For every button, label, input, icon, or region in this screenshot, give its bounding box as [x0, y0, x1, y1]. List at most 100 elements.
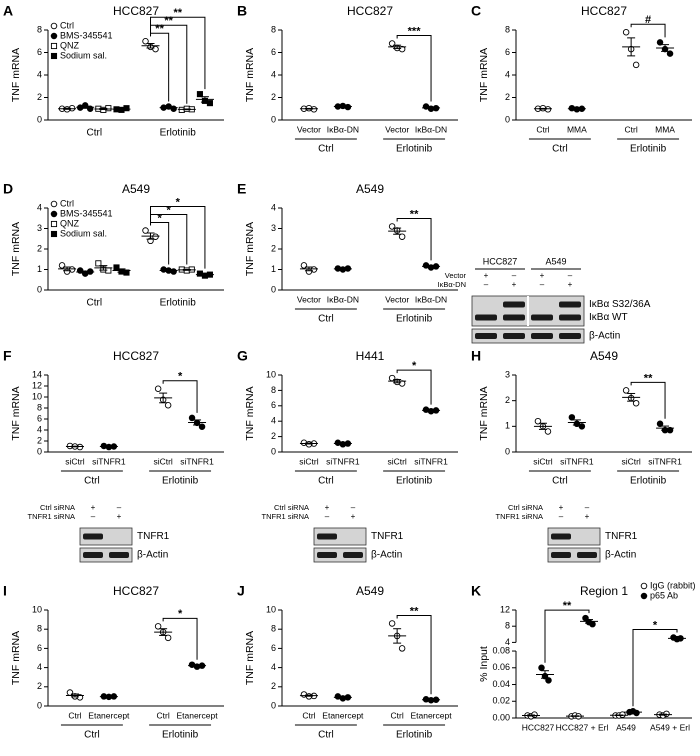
- y-tick-label: 0: [37, 114, 42, 124]
- blot-header: HCC827: [483, 256, 518, 266]
- data-point: [66, 689, 74, 696]
- blot-condition-mark: –: [568, 271, 573, 280]
- x-tick-label: Vector: [297, 294, 321, 304]
- significance-bracket: [150, 206, 206, 269]
- significance-label: ***: [408, 25, 422, 37]
- blot-condition-mark: –: [540, 280, 545, 289]
- legend-label: QNZ: [60, 218, 80, 228]
- blot-condition-mark: +: [351, 512, 356, 521]
- panel-letter: B: [237, 3, 247, 19]
- group-label: Ctrl: [318, 476, 334, 487]
- blot-band: [475, 333, 497, 339]
- blot-box: [79, 527, 133, 546]
- legend-marker: [50, 52, 58, 60]
- x-tick-label: siTNFR1: [560, 456, 594, 466]
- blot-condition-label: TNFR1 siRNA: [495, 512, 543, 521]
- y-tick-label: 0: [271, 700, 276, 710]
- blot-band-label: IκBα WT: [589, 312, 628, 323]
- blot-box: [547, 527, 601, 546]
- panel-title: H441: [356, 349, 385, 363]
- y-axis-label: TNF mRNA: [478, 48, 490, 102]
- significance-label: *: [157, 212, 162, 224]
- data-point: [188, 414, 196, 422]
- legend-label: IgG (rabbit): [650, 580, 696, 590]
- data-point: [545, 677, 552, 684]
- group-label: Erlotinib: [630, 144, 667, 155]
- legend-label: Sodium sal.: [60, 228, 107, 238]
- data-point: [656, 420, 664, 428]
- group-label: Erlotinib: [630, 476, 667, 487]
- group-label: Erlotinib: [160, 128, 197, 139]
- blot-band: [559, 314, 581, 321]
- x-tick-label: siCtrl: [533, 456, 552, 466]
- x-tick-label: siTNFR1: [92, 456, 126, 466]
- y-tick-label: 4: [505, 69, 510, 79]
- y-tick-label: 6: [271, 643, 276, 653]
- group-label: Ctrl: [552, 476, 568, 487]
- data-point: [589, 620, 596, 628]
- data-point: [388, 620, 396, 627]
- y-axis-label: TNF mRNA: [10, 386, 22, 440]
- data-point: [544, 428, 552, 435]
- legend-label: BMS-345541: [60, 208, 113, 218]
- y-axis-label: TNF mRNA: [10, 222, 22, 276]
- panel-letter: H: [471, 348, 481, 364]
- blot-box: [547, 547, 601, 563]
- y-tick-label: 10: [266, 604, 276, 614]
- y-tick-label: 4: [271, 416, 276, 426]
- legend-marker: [50, 32, 58, 40]
- y-tick-label: 2: [271, 243, 276, 253]
- data-point: [632, 61, 640, 69]
- x-tick-label: siTNFR1: [326, 456, 360, 466]
- significance-label: *: [167, 204, 172, 216]
- significance-bracket: [150, 222, 170, 265]
- significance-bracket: [150, 16, 206, 90]
- y-tick-label: 0.08: [492, 645, 510, 655]
- y-tick-label: 0: [271, 114, 276, 124]
- y-tick-label: 4: [271, 202, 276, 212]
- blot-condition-mark: +: [559, 503, 564, 512]
- blot-condition-label: TNFR1 siRNA: [261, 512, 309, 521]
- blot-band: [531, 333, 553, 339]
- group-label: Ctrl: [86, 298, 102, 309]
- data-point: [95, 260, 102, 267]
- legend-label: BMS-345541: [60, 30, 113, 40]
- panel-title: HCC827: [347, 4, 393, 18]
- y-tick-label: 1: [505, 421, 510, 431]
- blot-band-label: TNFR1: [371, 531, 404, 542]
- blot-band-label: TNFR1: [605, 531, 638, 542]
- y-tick-label: 6: [271, 47, 276, 57]
- blot-band: [317, 533, 337, 540]
- y-axis-label: TNF mRNA: [10, 631, 22, 685]
- y-tick-label: 0: [271, 284, 276, 294]
- data-point: [568, 414, 576, 421]
- y-tick-label: 10: [266, 369, 276, 379]
- x-tick-label: Etanercept: [176, 710, 218, 720]
- panel-letter: E: [237, 181, 246, 197]
- x-tick-label: HCC827: [522, 722, 555, 732]
- panel-title: A549: [356, 584, 384, 598]
- group-label: Ctrl: [84, 476, 100, 487]
- data-point: [632, 399, 640, 407]
- y-tick-label: 0: [271, 446, 276, 456]
- legend-label: Sodium sal.: [60, 50, 107, 60]
- y-tick-label: 8: [271, 385, 276, 395]
- x-tick-label: siTNFR1: [414, 456, 448, 466]
- y-tick-label: 2: [37, 681, 42, 691]
- significance-bracket: [630, 23, 666, 38]
- panel-letter: G: [237, 348, 248, 364]
- x-tick-label: IκBα-DN: [415, 124, 447, 134]
- data-point: [534, 417, 542, 425]
- blot-condition-label: TNFR1 siRNA: [27, 512, 75, 521]
- panel-title: HCC827: [113, 4, 159, 18]
- data-point: [622, 387, 630, 394]
- y-tick-label: 0.00: [492, 712, 510, 722]
- significance-label: **: [410, 605, 419, 617]
- significance-label: *: [653, 619, 658, 631]
- y-tick-label: 0: [505, 114, 510, 124]
- significance-label: *: [178, 608, 183, 620]
- data-point: [578, 423, 586, 430]
- x-tick-label: siTNFR1: [180, 456, 214, 466]
- y-tick-label: 8: [37, 24, 42, 34]
